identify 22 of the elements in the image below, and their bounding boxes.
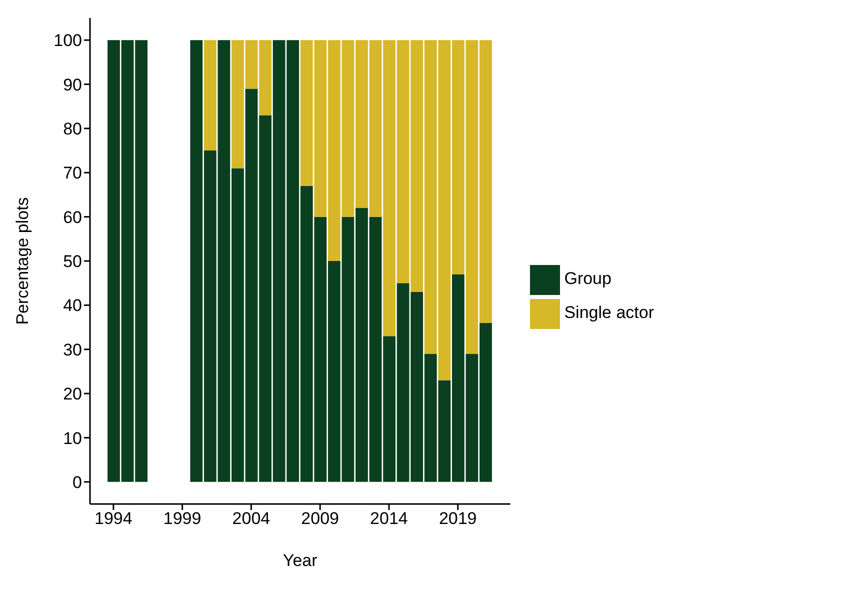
y-tick-label: 80 [63, 119, 82, 138]
x-tick-label: 1994 [94, 509, 132, 528]
y-tick-label: 0 [72, 472, 82, 492]
y-tick-label: 60 [63, 208, 82, 227]
y-tick-label: 70 [63, 164, 82, 183]
legend-label: Single actor [564, 303, 654, 322]
legend-label: Group [564, 269, 612, 288]
x-tick-label: 2019 [438, 509, 477, 528]
y-tick-label: 20 [63, 384, 82, 404]
y-tick-label: 10 [63, 428, 82, 448]
y-axis-title: Percentage plots [13, 197, 32, 325]
y-tick-label: 40 [63, 296, 82, 316]
y-tick-label: 30 [63, 340, 82, 360]
y-tick-label: 100 [54, 31, 82, 50]
x-tick-label: 2014 [370, 509, 408, 528]
bar [204, 40, 216, 151]
x-tick-label: 2004 [232, 509, 270, 528]
y-tick-label: 90 [63, 75, 82, 94]
x-tick-label: 2009 [301, 509, 339, 528]
x-axis-title: Year [282, 551, 318, 570]
x-tick-label: 1999 [163, 509, 202, 528]
y-tick-label: 50 [63, 252, 82, 272]
